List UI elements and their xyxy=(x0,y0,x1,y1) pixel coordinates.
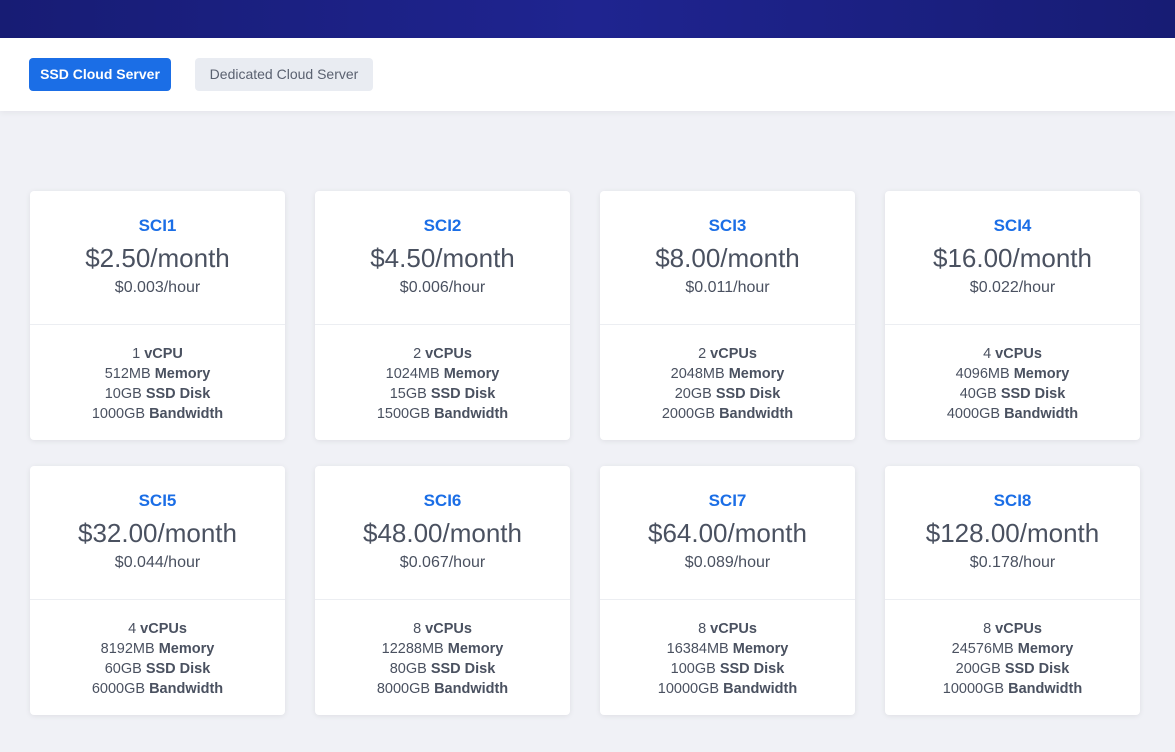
plan-specs: 8 vCPUs 16384MB Memory 100GB SSD Disk 10… xyxy=(600,600,855,699)
plan-card[interactable]: SCI7 $64.00/month $0.089/hour 8 vCPUs 16… xyxy=(600,466,855,715)
plan-name: SCI6 xyxy=(423,491,462,510)
spec-bandwidth: 8000GB Bandwidth xyxy=(376,681,509,697)
plan-card[interactable]: SCI4 $16.00/month $0.022/hour 4 vCPUs 40… xyxy=(885,191,1140,440)
plan-name: SCI1 xyxy=(138,216,177,235)
spec-disk: 80GB SSD Disk xyxy=(389,661,496,677)
plan-monthly-price: $64.00/month xyxy=(647,518,807,548)
spec-memory: 12288MB Memory xyxy=(381,641,504,657)
spec-memory: 8192MB Memory xyxy=(100,641,215,657)
plan-pricing: SCI2 $4.50/month $0.006/hour xyxy=(315,191,570,325)
plan-pricing: SCI1 $2.50/month $0.003/hour xyxy=(30,191,285,325)
spec-memory: 16384MB Memory xyxy=(666,641,789,657)
spec-cpu: 8 vCPUs xyxy=(413,621,472,637)
plan-monthly-price: $16.00/month xyxy=(932,243,1092,273)
plan-monthly-price: $32.00/month xyxy=(77,518,237,548)
top-header-bar xyxy=(0,0,1175,38)
plan-pricing: SCI4 $16.00/month $0.022/hour xyxy=(885,191,1140,325)
spec-cpu: 4 vCPUs xyxy=(983,346,1042,362)
plan-specs: 2 vCPUs 2048MB Memory 20GB SSD Disk 2000… xyxy=(600,325,855,424)
plan-hourly-price: $0.044/hour xyxy=(114,554,201,571)
plan-name: SCI7 xyxy=(708,491,747,510)
plan-monthly-price: $4.50/month xyxy=(370,243,515,273)
plan-name: SCI4 xyxy=(993,216,1032,235)
server-type-tabs: SSD Cloud Server Dedicated Cloud Server xyxy=(0,38,1175,111)
spec-cpu: 4 vCPUs xyxy=(128,621,187,637)
spec-bandwidth: 10000GB Bandwidth xyxy=(657,681,798,697)
plan-hourly-price: $0.022/hour xyxy=(969,279,1056,296)
spec-bandwidth: 2000GB Bandwidth xyxy=(661,406,794,422)
spec-cpu: 2 vCPUs xyxy=(413,346,472,362)
spec-memory: 4096MB Memory xyxy=(955,366,1070,382)
spec-disk: 200GB SSD Disk xyxy=(955,661,1070,677)
plan-hourly-price: $0.178/hour xyxy=(969,554,1056,571)
spec-cpu: 8 vCPUs xyxy=(983,621,1042,637)
plan-pricing: SCI3 $8.00/month $0.011/hour xyxy=(600,191,855,325)
spec-bandwidth: 1000GB Bandwidth xyxy=(91,406,224,422)
spec-disk: 60GB SSD Disk xyxy=(104,661,211,677)
plan-pricing: SCI5 $32.00/month $0.044/hour xyxy=(30,466,285,600)
plan-specs: 8 vCPUs 12288MB Memory 80GB SSD Disk 800… xyxy=(315,600,570,699)
plan-hourly-price: $0.067/hour xyxy=(399,554,486,571)
plan-card[interactable]: SCI8 $128.00/month $0.178/hour 8 vCPUs 2… xyxy=(885,466,1140,715)
plan-pricing: SCI7 $64.00/month $0.089/hour xyxy=(600,466,855,600)
spec-disk: 20GB SSD Disk xyxy=(674,386,781,402)
plan-name: SCI3 xyxy=(708,216,747,235)
plan-pricing: SCI6 $48.00/month $0.067/hour xyxy=(315,466,570,600)
spec-memory: 2048MB Memory xyxy=(670,366,785,382)
tab-dedicated-cloud-server[interactable]: Dedicated Cloud Server xyxy=(195,58,373,91)
spec-disk: 10GB SSD Disk xyxy=(104,386,211,402)
plan-specs: 1 vCPU 512MB Memory 10GB SSD Disk 1000GB… xyxy=(30,325,285,424)
spec-bandwidth: 6000GB Bandwidth xyxy=(91,681,224,697)
plan-specs: 4 vCPUs 8192MB Memory 60GB SSD Disk 6000… xyxy=(30,600,285,699)
spec-cpu: 8 vCPUs xyxy=(698,621,757,637)
spec-cpu: 1 vCPU xyxy=(132,346,183,362)
spec-bandwidth: 1500GB Bandwidth xyxy=(376,406,509,422)
plan-hourly-price: $0.003/hour xyxy=(114,279,201,296)
plan-name: SCI5 xyxy=(138,491,177,510)
plan-specs: 2 vCPUs 1024MB Memory 15GB SSD Disk 1500… xyxy=(315,325,570,424)
plan-card[interactable]: SCI2 $4.50/month $0.006/hour 2 vCPUs 102… xyxy=(315,191,570,440)
plan-hourly-price: $0.089/hour xyxy=(684,554,771,571)
spec-disk: 15GB SSD Disk xyxy=(389,386,496,402)
plan-monthly-price: $2.50/month xyxy=(85,243,230,273)
plan-hourly-price: $0.006/hour xyxy=(399,279,486,296)
plan-monthly-price: $48.00/month xyxy=(362,518,522,548)
spec-memory: 512MB Memory xyxy=(104,366,211,382)
spec-bandwidth: 4000GB Bandwidth xyxy=(946,406,1079,422)
plan-specs: 4 vCPUs 4096MB Memory 40GB SSD Disk 4000… xyxy=(885,325,1140,424)
plan-card[interactable]: SCI1 $2.50/month $0.003/hour 1 vCPU 512M… xyxy=(30,191,285,440)
spec-memory: 1024MB Memory xyxy=(385,366,500,382)
plan-card[interactable]: SCI5 $32.00/month $0.044/hour 4 vCPUs 81… xyxy=(30,466,285,715)
plan-name: SCI2 xyxy=(423,216,462,235)
plan-pricing: SCI8 $128.00/month $0.178/hour xyxy=(885,466,1140,600)
spec-disk: 100GB SSD Disk xyxy=(670,661,785,677)
spec-memory: 24576MB Memory xyxy=(951,641,1074,657)
plan-hourly-price: $0.011/hour xyxy=(685,279,770,296)
plan-name: SCI8 xyxy=(993,491,1032,510)
tab-ssd-cloud-server[interactable]: SSD Cloud Server xyxy=(29,58,171,91)
spec-bandwidth: 10000GB Bandwidth xyxy=(942,681,1083,697)
spec-disk: 40GB SSD Disk xyxy=(959,386,1066,402)
spec-cpu: 2 vCPUs xyxy=(698,346,757,362)
plan-monthly-price: $128.00/month xyxy=(925,518,1100,548)
plan-monthly-price: $8.00/month xyxy=(655,243,800,273)
plan-card[interactable]: SCI3 $8.00/month $0.011/hour 2 vCPUs 204… xyxy=(600,191,855,440)
plan-card[interactable]: SCI6 $48.00/month $0.067/hour 8 vCPUs 12… xyxy=(315,466,570,715)
plan-specs: 8 vCPUs 24576MB Memory 200GB SSD Disk 10… xyxy=(885,600,1140,699)
